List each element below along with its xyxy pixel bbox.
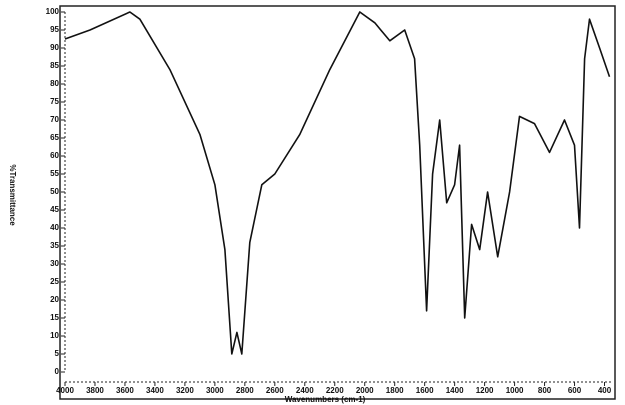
x-tick-label: 400: [598, 386, 612, 395]
x-tick-label: 2800: [236, 386, 254, 395]
x-axis-label: Wavenumbers (cm-1): [285, 395, 366, 404]
y-tick-label: 90: [50, 43, 59, 52]
y-tick-label: 10: [50, 331, 59, 340]
y-tick-label: 45: [50, 205, 59, 214]
spectrum-line: [64, 11, 611, 355]
y-tick-label: 100: [46, 7, 60, 16]
x-tick-label: 800: [538, 386, 552, 395]
y-tick-label: 30: [50, 259, 59, 268]
x-tick-label: 3200: [176, 386, 194, 395]
x-tick-label: 1400: [446, 386, 464, 395]
x-tick-label: 3600: [116, 386, 134, 395]
y-tick-label: 85: [50, 61, 59, 70]
x-tick-label: 2600: [266, 386, 284, 395]
x-tick-label: 2400: [296, 386, 314, 395]
y-tick-label: 20: [50, 295, 59, 304]
x-tick-label: 1200: [476, 386, 494, 395]
x-tick-label: 2000: [356, 386, 374, 395]
x-tick-label: 600: [568, 386, 582, 395]
y-tick-label: 65: [50, 133, 59, 142]
y-tick-label: 95: [50, 25, 59, 34]
x-tick-label: 4000: [56, 386, 74, 395]
y-tick-label: 0: [55, 367, 60, 376]
y-tick-label: 25: [50, 277, 59, 286]
x-tick-label: 1600: [416, 386, 434, 395]
x-tick-label: 3400: [146, 386, 164, 395]
y-axis-label: %Transmittance: [8, 164, 17, 226]
x-tick-label: 3000: [206, 386, 224, 395]
y-tick-label: 80: [50, 79, 59, 88]
x-tick-label: 3800: [86, 386, 104, 395]
y-tick-label: 40: [50, 223, 59, 232]
y-tick-label: 60: [50, 151, 59, 160]
y-tick-label: 50: [50, 187, 59, 196]
y-tick-label: 75: [50, 97, 59, 106]
y-tick-label: 15: [50, 313, 59, 322]
frame: [59, 5, 616, 400]
y-tick-label: 35: [50, 241, 59, 250]
x-tick-label: 1800: [386, 386, 404, 395]
y-tick-label: 5: [55, 349, 60, 358]
x-tick-label: 2200: [326, 386, 344, 395]
y-tick-label: 55: [50, 169, 59, 178]
x-tick-label: 1000: [506, 386, 524, 395]
y-tick-label: 70: [50, 115, 59, 124]
